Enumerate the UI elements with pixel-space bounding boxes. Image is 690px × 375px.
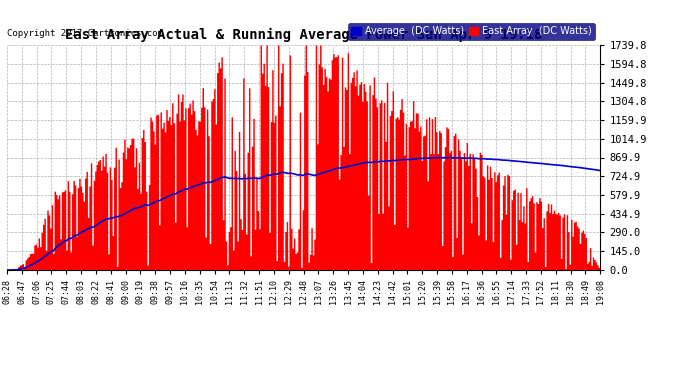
Legend: Average  (DC Watts), East Array  (DC Watts): Average (DC Watts), East Array (DC Watts… (348, 23, 595, 40)
Text: Copyright 2017 Cartronics.com: Copyright 2017 Cartronics.com (7, 28, 163, 38)
Title: East Array Actual & Running Average Power Sun Apr 9 19:18: East Array Actual & Running Average Powe… (65, 28, 542, 42)
